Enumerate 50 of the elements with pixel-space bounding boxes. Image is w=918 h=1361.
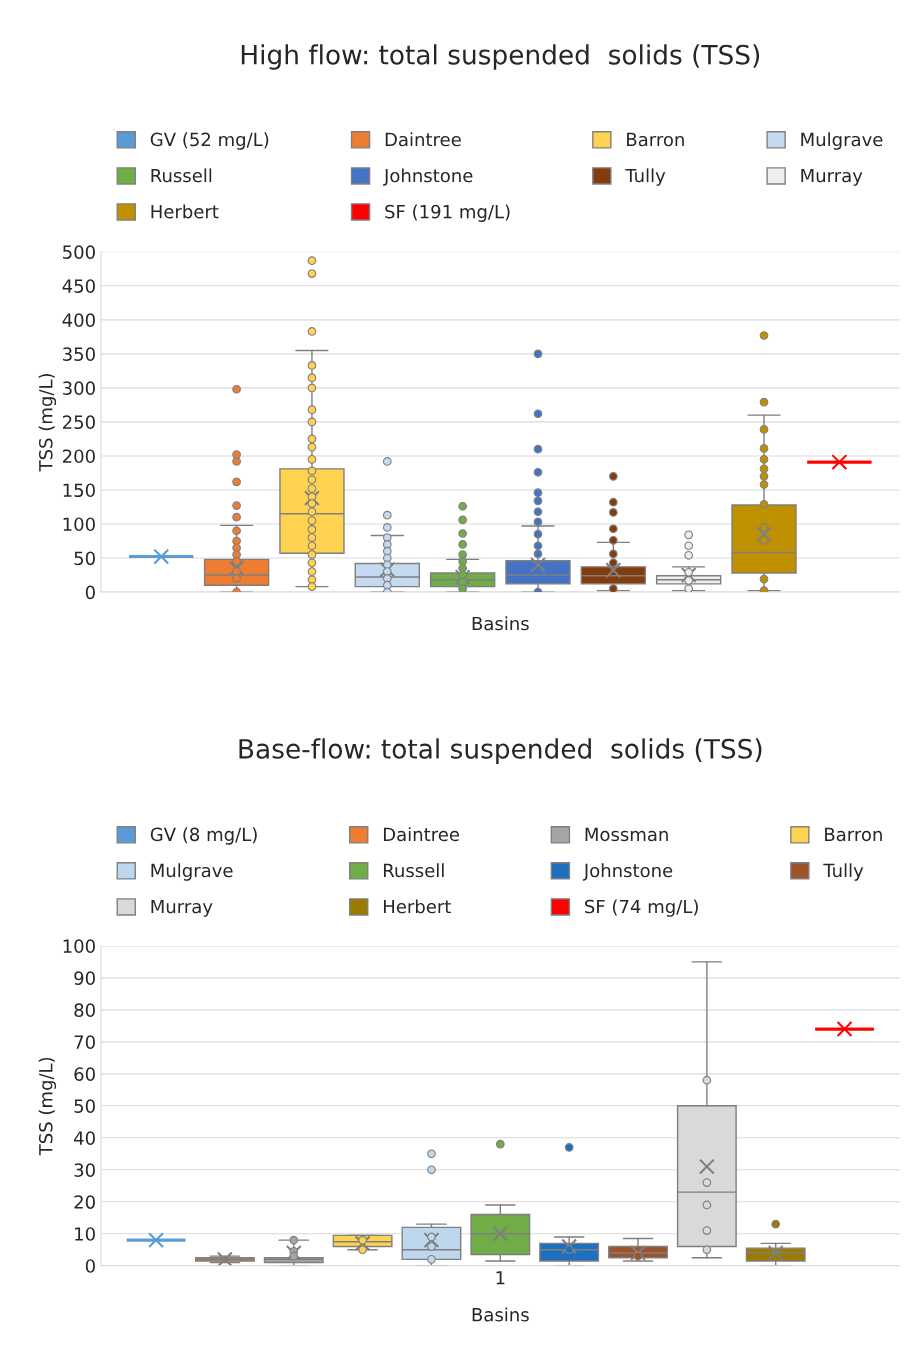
legend-label: Russell: [151, 168, 212, 183]
chart-title: High flow: total suspended solids (TSS): [241, 44, 760, 70]
legend-label: Tully: [625, 168, 666, 186]
y-tick-label: 20: [74, 1195, 95, 1209]
y-tick-label: 70: [74, 1035, 95, 1049]
y-tick-label: 100: [63, 517, 95, 532]
y-axis-title: TSS (mg/L): [38, 1057, 57, 1156]
y-tick-label: 30: [74, 1163, 95, 1177]
y-axis-title: TSS (mg/L): [38, 373, 57, 472]
legend-label: Johnstone: [582, 863, 673, 881]
legend-label: Mossman: [585, 827, 668, 842]
y-tick-label: 450: [62, 279, 95, 293]
x-axis-title: Basins: [472, 1307, 529, 1322]
y-tick-label: 80: [74, 1003, 95, 1017]
y-tick-label: 40: [74, 1131, 95, 1145]
legend-label: Daintree: [383, 827, 459, 842]
y-tick-label: 10: [75, 1227, 95, 1241]
legend-label: GV (8 mg/L): [150, 827, 257, 845]
y-tick-label: 0: [85, 585, 95, 600]
y-tick-label: 200: [62, 449, 95, 464]
legend-label: Murray: [801, 168, 863, 186]
legend-label: Barron: [627, 132, 684, 147]
chart-title: Base-flow: total suspended solids (TSS): [239, 738, 762, 764]
y-tick-label: 300: [63, 381, 95, 395]
y-tick-label: 150: [63, 483, 95, 498]
legend-label: Mulgrave: [801, 132, 883, 150]
legend-label: Mulgrave: [151, 863, 233, 881]
legend-label: SF (74 mg/L): [585, 899, 698, 917]
legend-label: Russell: [383, 863, 444, 878]
legend-label: GV (52 mg/L): [150, 132, 269, 150]
legend-label: Herbert: [383, 899, 451, 914]
y-tick-label: 400: [62, 313, 95, 327]
y-tick-label: 500: [63, 245, 95, 259]
y-tick-label: 250: [62, 415, 95, 430]
legend-label: SF (191 mg/L): [385, 204, 510, 222]
legend-label: Herbert: [151, 204, 219, 219]
legend-label: Johnstone: [383, 168, 473, 186]
y-tick-label: 50: [74, 551, 95, 566]
legend-label: Daintree: [385, 132, 461, 147]
legend-label: Tully: [823, 863, 864, 881]
y-tick-label: 90: [74, 971, 95, 985]
y-tick-label: 350: [63, 347, 95, 361]
y-tick-label: 50: [74, 1099, 95, 1113]
y-tick-label: 0: [85, 1259, 95, 1273]
legend-label: Barron: [825, 827, 882, 842]
legend-label: Murray: [151, 899, 213, 917]
y-tick-label: 100: [63, 939, 95, 954]
y-tick-label: 60: [74, 1067, 95, 1081]
x-tick-label: 1: [496, 1271, 505, 1285]
x-axis-title: Basins: [472, 616, 529, 631]
